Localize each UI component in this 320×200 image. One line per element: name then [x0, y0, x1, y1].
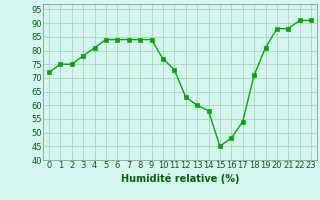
X-axis label: Humidité relative (%): Humidité relative (%) — [121, 173, 239, 184]
